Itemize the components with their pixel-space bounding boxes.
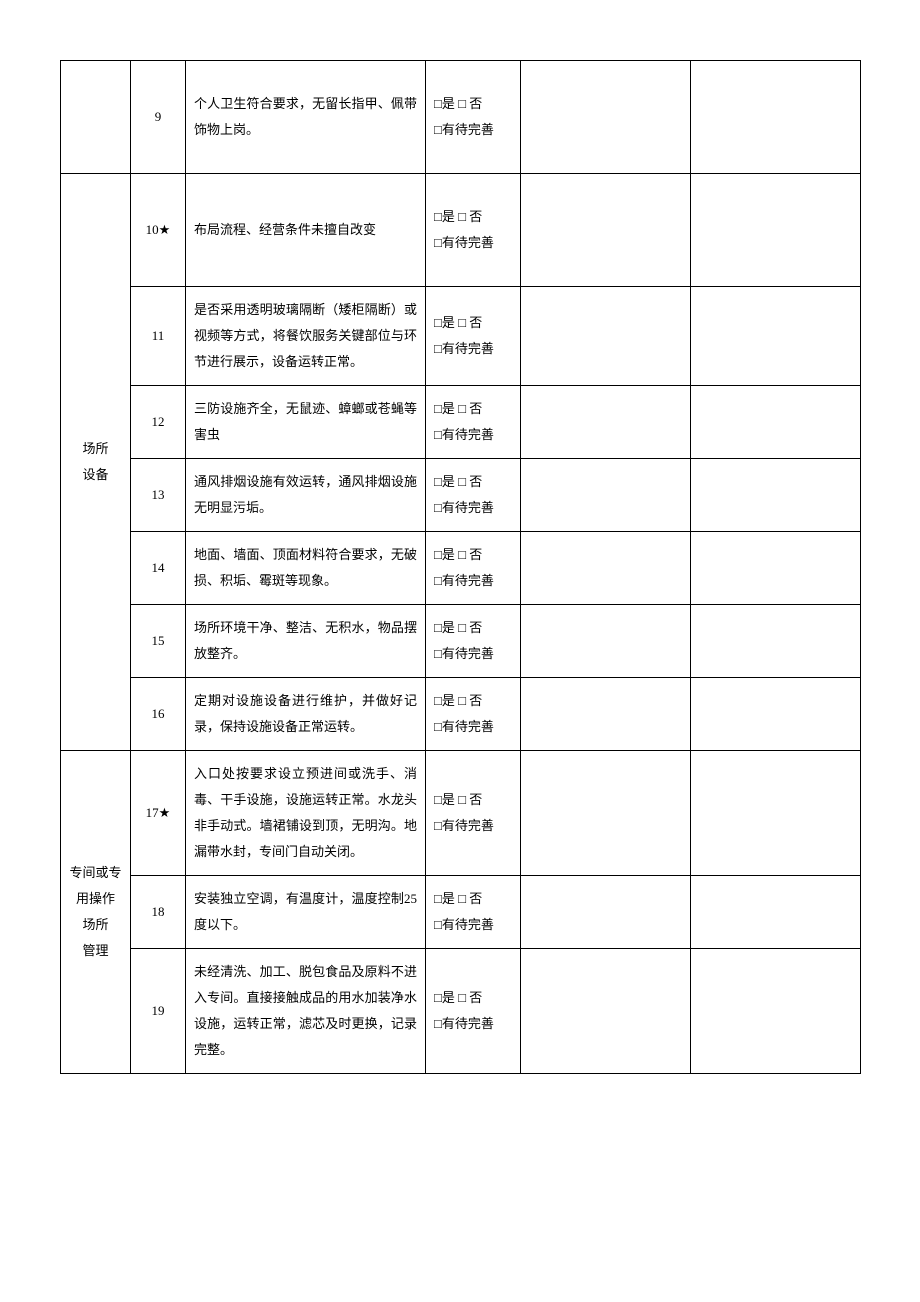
- row-description: 场所环境干净、整洁、无积水，物品摆放整齐。: [186, 605, 426, 678]
- table-row: 9 个人卫生符合要求，无留长指甲、佩带饰物上岗。 □是 □ 否 □有待完善: [61, 61, 861, 174]
- empty-cell: [521, 678, 691, 751]
- empty-cell: [691, 174, 861, 287]
- empty-cell: [521, 876, 691, 949]
- table-row: 14 地面、墙面、顶面材料符合要求，无破损、积垢、霉斑等现象。 □是 □ 否 □…: [61, 532, 861, 605]
- empty-cell: [521, 532, 691, 605]
- row-description: 是否采用透明玻璃隔断（矮柜隔断）或视频等方式，将餐饮服务关键部位与环节进行展示，…: [186, 287, 426, 386]
- check-pending: □有待完善: [434, 336, 512, 362]
- table-row: 19 未经清洗、加工、脱包食品及原料不进入专间。直接接触成品的用水加装净水设施，…: [61, 949, 861, 1074]
- empty-cell: [521, 949, 691, 1074]
- row-checks: □是 □ 否 □有待完善: [426, 949, 521, 1074]
- check-pending: □有待完善: [434, 714, 512, 740]
- row-checks: □是 □ 否 □有待完善: [426, 287, 521, 386]
- row-checks: □是 □ 否 □有待完善: [426, 174, 521, 287]
- empty-cell: [691, 386, 861, 459]
- check-pending: □有待完善: [434, 230, 512, 256]
- check-pending: □有待完善: [434, 422, 512, 448]
- empty-cell: [691, 532, 861, 605]
- row-number: 19: [131, 949, 186, 1074]
- row-checks: □是 □ 否 □有待完善: [426, 751, 521, 876]
- row-number: 14: [131, 532, 186, 605]
- table-row: 12 三防设施齐全，无鼠迹、蟑螂或苍蝇等害虫 □是 □ 否 □有待完善: [61, 386, 861, 459]
- row-number: 10★: [131, 174, 186, 287]
- check-pending: □有待完善: [434, 495, 512, 521]
- check-yes-no: □是 □ 否: [434, 396, 512, 422]
- row-description: 未经清洗、加工、脱包食品及原料不进入专间。直接接触成品的用水加装净水设施，运转正…: [186, 949, 426, 1074]
- row-number: 13: [131, 459, 186, 532]
- category-cell-facilities: 场所设备: [61, 174, 131, 751]
- empty-cell: [691, 876, 861, 949]
- check-pending: □有待完善: [434, 912, 512, 938]
- empty-cell: [691, 459, 861, 532]
- row-checks: □是 □ 否 □有待完善: [426, 459, 521, 532]
- check-yes-no: □是 □ 否: [434, 542, 512, 568]
- row-description: 通风排烟设施有效运转，通风排烟设施无明显污垢。: [186, 459, 426, 532]
- check-yes-no: □是 □ 否: [434, 310, 512, 336]
- category-cell-special: 专间或专用操作场所管理: [61, 751, 131, 1074]
- empty-cell: [521, 61, 691, 174]
- empty-cell: [691, 287, 861, 386]
- row-checks: □是 □ 否 □有待完善: [426, 605, 521, 678]
- row-number: 15: [131, 605, 186, 678]
- check-yes-no: □是 □ 否: [434, 985, 512, 1011]
- empty-cell: [521, 287, 691, 386]
- check-yes-no: □是 □ 否: [434, 204, 512, 230]
- check-pending: □有待完善: [434, 641, 512, 667]
- check-yes-no: □是 □ 否: [434, 787, 512, 813]
- check-pending: □有待完善: [434, 813, 512, 839]
- check-yes-no: □是 □ 否: [434, 469, 512, 495]
- row-description: 定期对设施设备进行维护，并做好记录，保持设施设备正常运转。: [186, 678, 426, 751]
- table-row: 专间或专用操作场所管理 17★ 入口处按要求设立预进间或洗手、消毒、干手设施，设…: [61, 751, 861, 876]
- empty-cell: [521, 386, 691, 459]
- category-cell-empty: [61, 61, 131, 174]
- row-description: 三防设施齐全，无鼠迹、蟑螂或苍蝇等害虫: [186, 386, 426, 459]
- row-checks: □是 □ 否 □有待完善: [426, 61, 521, 174]
- row-number: 17★: [131, 751, 186, 876]
- table-row: 18 安装独立空调，有温度计，温度控制25 度以下。 □是 □ 否 □有待完善: [61, 876, 861, 949]
- row-number: 11: [131, 287, 186, 386]
- table-row: 11 是否采用透明玻璃隔断（矮柜隔断）或视频等方式，将餐饮服务关键部位与环节进行…: [61, 287, 861, 386]
- row-description: 布局流程、经营条件未擅自改变: [186, 174, 426, 287]
- row-checks: □是 □ 否 □有待完善: [426, 678, 521, 751]
- check-pending: □有待完善: [434, 1011, 512, 1037]
- empty-cell: [521, 174, 691, 287]
- table-row: 16 定期对设施设备进行维护，并做好记录，保持设施设备正常运转。 □是 □ 否 …: [61, 678, 861, 751]
- empty-cell: [691, 605, 861, 678]
- empty-cell: [691, 751, 861, 876]
- row-description: 地面、墙面、顶面材料符合要求，无破损、积垢、霉斑等现象。: [186, 532, 426, 605]
- empty-cell: [521, 459, 691, 532]
- row-description: 入口处按要求设立预进间或洗手、消毒、干手设施，设施运转正常。水龙头非手动式。墙裙…: [186, 751, 426, 876]
- check-yes-no: □是 □ 否: [434, 886, 512, 912]
- empty-cell: [691, 61, 861, 174]
- row-number: 16: [131, 678, 186, 751]
- empty-cell: [691, 678, 861, 751]
- check-yes-no: □是 □ 否: [434, 615, 512, 641]
- row-description: 安装独立空调，有温度计，温度控制25 度以下。: [186, 876, 426, 949]
- check-pending: □有待完善: [434, 117, 512, 143]
- row-description: 个人卫生符合要求，无留长指甲、佩带饰物上岗。: [186, 61, 426, 174]
- inspection-table: 9 个人卫生符合要求，无留长指甲、佩带饰物上岗。 □是 □ 否 □有待完善 场所…: [60, 60, 861, 1074]
- empty-cell: [691, 949, 861, 1074]
- row-checks: □是 □ 否 □有待完善: [426, 876, 521, 949]
- row-checks: □是 □ 否 □有待完善: [426, 386, 521, 459]
- row-number: 9: [131, 61, 186, 174]
- table-row: 场所设备 10★ 布局流程、经营条件未擅自改变 □是 □ 否 □有待完善: [61, 174, 861, 287]
- check-pending: □有待完善: [434, 568, 512, 594]
- check-yes-no: □是 □ 否: [434, 91, 512, 117]
- row-checks: □是 □ 否 □有待完善: [426, 532, 521, 605]
- row-number: 18: [131, 876, 186, 949]
- row-number: 12: [131, 386, 186, 459]
- table-row: 13 通风排烟设施有效运转，通风排烟设施无明显污垢。 □是 □ 否 □有待完善: [61, 459, 861, 532]
- check-yes-no: □是 □ 否: [434, 688, 512, 714]
- table-row: 15 场所环境干净、整洁、无积水，物品摆放整齐。 □是 □ 否 □有待完善: [61, 605, 861, 678]
- empty-cell: [521, 751, 691, 876]
- empty-cell: [521, 605, 691, 678]
